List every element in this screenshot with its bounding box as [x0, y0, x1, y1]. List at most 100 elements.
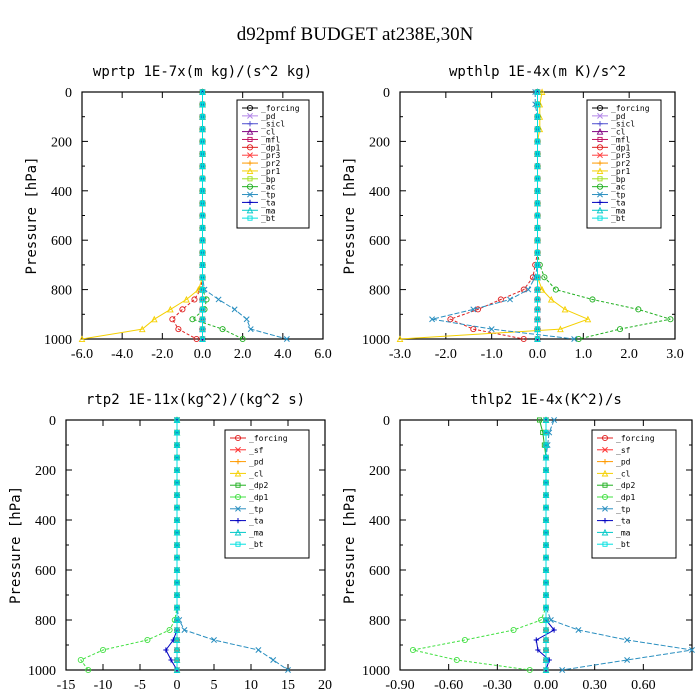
data-point	[174, 647, 180, 653]
chart-title: wprtp 1E-7x(m kg)/(s^2 kg)	[93, 64, 312, 80]
data-point	[167, 305, 174, 313]
data-point	[199, 274, 206, 280]
legend-entry: _ta	[592, 198, 626, 207]
x-tick-label: 0.0	[194, 347, 212, 362]
data-point	[534, 89, 541, 95]
series-line	[399, 91, 590, 340]
data-point	[199, 138, 206, 144]
data-point	[584, 315, 592, 323]
legend-label: _dp1	[261, 143, 280, 152]
legend-entry: _tp	[597, 505, 631, 514]
legend-label: _ta	[616, 517, 631, 526]
legend-label: _cl	[261, 128, 276, 137]
data-point	[541, 274, 548, 281]
data-point	[283, 336, 290, 342]
legend-marker	[602, 482, 608, 488]
data-point	[174, 657, 180, 663]
data-point	[174, 637, 180, 643]
data-point	[538, 88, 546, 96]
legend-label: _pr2	[611, 159, 630, 168]
data-point	[150, 315, 158, 323]
legend-marker	[596, 144, 604, 151]
x-tick-label: 15	[281, 678, 295, 693]
legend-label: _pd	[616, 458, 631, 467]
legend-entry: _forcing	[597, 434, 655, 443]
legend-marker	[597, 176, 603, 182]
data-point	[559, 667, 566, 673]
y-tick-label: 800	[369, 614, 390, 629]
data-point	[534, 336, 541, 342]
legend-marker	[597, 199, 603, 205]
data-point	[551, 627, 557, 633]
data-point	[497, 296, 504, 303]
data-point	[199, 114, 206, 120]
legend-marker	[597, 215, 603, 221]
x-tick-label: -0.60	[434, 678, 463, 693]
legend-entry: _pr2	[242, 159, 280, 168]
data-point	[543, 492, 549, 498]
data-point	[144, 636, 151, 644]
y-tick-label: 200	[369, 135, 390, 150]
series-bt	[543, 417, 549, 673]
series-bt	[199, 89, 206, 342]
legend-entry: _forcing	[592, 104, 650, 113]
data-point	[534, 200, 541, 206]
series-dp1	[77, 416, 181, 674]
data-point	[534, 306, 541, 312]
x-tick-label: -2.0	[151, 347, 173, 362]
x-tick-label: 1.0	[575, 347, 593, 362]
legend-label: _forcing	[616, 434, 655, 443]
legend-entry: _dp2	[597, 481, 635, 490]
legend-label: _bt	[249, 540, 264, 549]
data-point	[285, 667, 291, 673]
data-point	[575, 627, 582, 633]
data-point	[543, 517, 549, 523]
x-tick-label: 2.0	[234, 347, 252, 362]
data-point	[174, 504, 180, 511]
data-point	[166, 626, 173, 634]
data-point	[193, 335, 200, 343]
data-point	[552, 286, 559, 293]
legend-label: _forcing	[261, 104, 300, 113]
data-point	[547, 295, 555, 303]
data-point	[534, 237, 541, 243]
data-point	[219, 326, 226, 333]
legend-marker	[235, 482, 241, 488]
data-point	[174, 592, 180, 598]
legend-label: _dp1	[616, 493, 635, 502]
legend-marker	[235, 518, 241, 524]
legend-entry: _cl	[242, 128, 276, 137]
data-point	[211, 637, 217, 643]
series-bt	[534, 89, 541, 342]
legend-marker	[247, 176, 253, 182]
chart-title: rtp2 1E-11x(kg^2)/(kg^2 s)	[86, 392, 305, 408]
legend-entry: _pd	[242, 112, 276, 121]
data-point	[538, 285, 546, 293]
chart-panel-1: wprtp 1E-7x(m kg)/(s^2 kg) Pressure [hPa]…	[24, 64, 332, 362]
legend-entry: _sf	[230, 446, 264, 455]
legend-entry: _tp	[592, 191, 626, 200]
legend-entry: _pd	[597, 458, 631, 467]
legend-entry: _sicl	[242, 120, 285, 129]
legend-entry: _tp	[242, 191, 276, 200]
data-point	[191, 296, 198, 303]
x-tick-label: 0.0	[529, 347, 547, 362]
y-tick-label: 400	[51, 185, 72, 200]
legend-entry: _cl	[592, 128, 626, 137]
legend-label: _bt	[611, 214, 626, 223]
data-point	[199, 296, 206, 303]
legend-marker	[597, 112, 603, 119]
y-axis-label: Pressure [hPa]	[342, 156, 358, 274]
legend-marker	[235, 505, 241, 512]
x-tick-label: 10	[244, 678, 258, 693]
data-point	[138, 325, 146, 333]
data-point	[543, 504, 549, 511]
legend-marker	[234, 528, 242, 536]
data-point	[169, 316, 176, 323]
x-tick-label: 20	[318, 678, 332, 693]
legend-marker	[601, 469, 609, 477]
legend-entry: _ma	[230, 528, 264, 537]
y-tick-label: 0	[49, 414, 56, 429]
data-point	[247, 326, 254, 333]
legend-label: _sicl	[611, 120, 635, 129]
